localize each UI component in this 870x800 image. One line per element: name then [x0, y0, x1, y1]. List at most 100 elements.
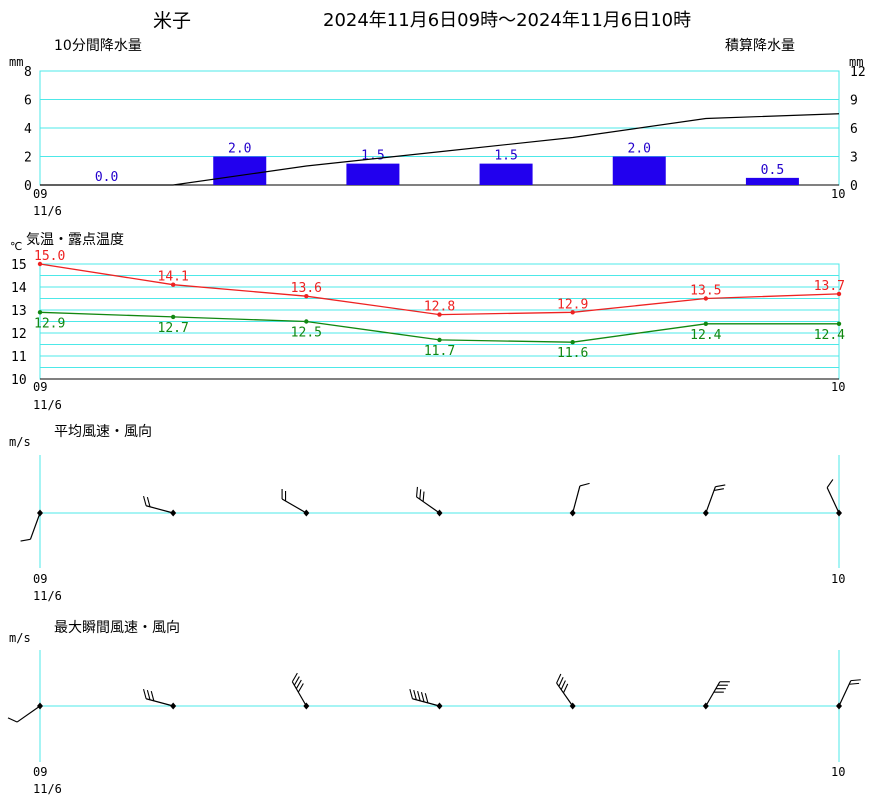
wind-avg-barb-feather	[579, 482, 590, 487]
wind-avg-title: 平均風速・風向	[54, 424, 152, 440]
wind-avg-barb-feather	[713, 488, 724, 491]
wind-max-x-end: 10	[831, 765, 845, 779]
dew-point-point	[304, 319, 309, 324]
precip-x-date: 11/6	[33, 204, 62, 218]
wind-max-station-marker	[303, 702, 310, 710]
wind-avg-station-marker	[702, 509, 709, 517]
cumulative-title: 積算降水量	[725, 38, 795, 54]
wind-max-unit: m/s	[9, 631, 31, 645]
precip-ytick-left: 4	[24, 122, 32, 137]
dew-point-label: 11.6	[557, 346, 588, 361]
temperature-point	[437, 312, 442, 317]
precip-bar	[346, 163, 400, 185]
wind-max-barb-feather	[558, 677, 564, 687]
precip-ytick-right: 0	[850, 179, 858, 194]
precip-bar	[213, 156, 267, 185]
precip-title: 10分間降水量	[54, 38, 142, 54]
wind-avg-barb-staff	[416, 496, 440, 514]
wind-avg-station-marker	[170, 509, 177, 517]
precip-bar	[479, 163, 533, 185]
wind-avg-station-marker	[569, 509, 576, 517]
wind-barb-icon	[702, 484, 726, 517]
precip-bar	[745, 177, 799, 185]
temperature-label: 13.7	[814, 279, 845, 294]
wind-avg-barb-feather	[826, 479, 834, 488]
precip-ytick-left: 2	[24, 151, 32, 166]
cumulative-polyline	[40, 113, 840, 186]
wind-barb-icon	[836, 679, 861, 710]
wind-barb-icon	[569, 482, 590, 517]
temperature-label: 13.6	[291, 281, 322, 296]
dew-point-point	[437, 337, 442, 343]
wind-max-barb-feather	[556, 673, 562, 684]
wind-max-barb-staff	[838, 680, 852, 707]
dew-point-point	[703, 321, 709, 326]
wind-max-barb-staff	[412, 698, 440, 707]
temp-series: 15.0 14.1 13.6 12.8 12.9 13.5 13.7 12.9 12.7 12.5…	[34, 249, 845, 361]
dew-point-label: 12.5	[291, 326, 322, 341]
wind-max-barb-feather	[409, 688, 413, 699]
wind-max-barb-staff	[705, 681, 721, 707]
wind-max-barb-staff	[145, 698, 174, 707]
wind-max-barb-feather	[420, 692, 425, 703]
wind-barb-icon	[291, 672, 310, 710]
precip-bar-label: 1.5	[361, 149, 384, 164]
precip-bars: 0.0 2.0 1.5 1.5 2.0 0.5	[95, 142, 799, 185]
temperature-label: 12.9	[557, 297, 588, 312]
dew-point-label: 12.7	[158, 321, 189, 336]
wind-max-barb-feather	[562, 683, 569, 694]
wind-avg-barb-staff	[145, 505, 174, 514]
precip-bar-label: 1.5	[494, 149, 517, 164]
wind-max-barb-feather	[150, 691, 155, 701]
wind-barb-icon	[409, 688, 443, 710]
wind-avg-barb-staff	[281, 498, 307, 514]
temperature-point	[570, 310, 575, 315]
precip-unit-right: mm	[849, 55, 863, 69]
temp-ytick: 13	[11, 304, 27, 319]
period-title: 2024年11月6日09時～2024年11月6日10時	[323, 10, 692, 31]
wind-max-barb-staff	[291, 681, 307, 707]
dew-point-label: 12.9	[34, 316, 65, 331]
cumulative-line	[40, 113, 840, 186]
wind-max-barb-feather	[424, 693, 429, 704]
wind-avg-station-marker	[836, 509, 842, 517]
wind-max-barb-feather	[560, 680, 566, 690]
temp-x-start: 09	[33, 380, 47, 394]
temp-ytick: 15	[11, 258, 27, 273]
wind-avg-barb-feather	[20, 538, 31, 542]
dew-point-point	[836, 321, 842, 326]
wind-avg-plot	[20, 455, 842, 568]
dew-point-label: 12.4	[690, 328, 721, 343]
wind-max-station-marker	[170, 702, 177, 710]
dew-point-label: 12.4	[814, 328, 845, 343]
wind-max-barb-feather	[413, 689, 417, 700]
temperature-label: 15.0	[34, 249, 65, 264]
temp-grid: 10 11 12 13 14 15	[11, 258, 840, 388]
temperature-label: 12.8	[424, 300, 455, 315]
wind-avg-unit: m/s	[9, 435, 31, 449]
wind-max-station-marker	[37, 702, 43, 710]
wind-max-barb-feather	[291, 672, 298, 683]
temp-ytick: 11	[11, 350, 27, 365]
wind-max-station-marker	[569, 702, 576, 710]
station-name: 米子	[153, 10, 192, 32]
precip-ytick-right: 9	[850, 94, 858, 109]
precip-x-end: 10	[831, 187, 845, 201]
wind-avg-barb-feather	[715, 484, 726, 488]
precip-bar-label: 2.0	[628, 142, 651, 157]
wind-barb-icon	[7, 702, 43, 723]
temp-x-date: 11/6	[33, 398, 62, 412]
precip-bar	[612, 156, 666, 185]
wind-barb-icon	[826, 479, 842, 517]
temp-ytick: 12	[11, 327, 27, 342]
wind-barb-icon	[143, 688, 177, 710]
dew-point-label: 11.7	[424, 344, 455, 359]
temp-ytick: 10	[11, 373, 27, 388]
wind-max-barb-feather	[417, 691, 421, 701]
wind-avg-barb-feather	[422, 491, 425, 502]
wind-max-barb-staff	[556, 682, 574, 707]
wind-max-barb-staff	[16, 705, 41, 723]
wind-max-barb-feather	[143, 688, 147, 699]
temperature-point	[304, 294, 309, 299]
wind-avg-barb-feather	[146, 496, 151, 507]
